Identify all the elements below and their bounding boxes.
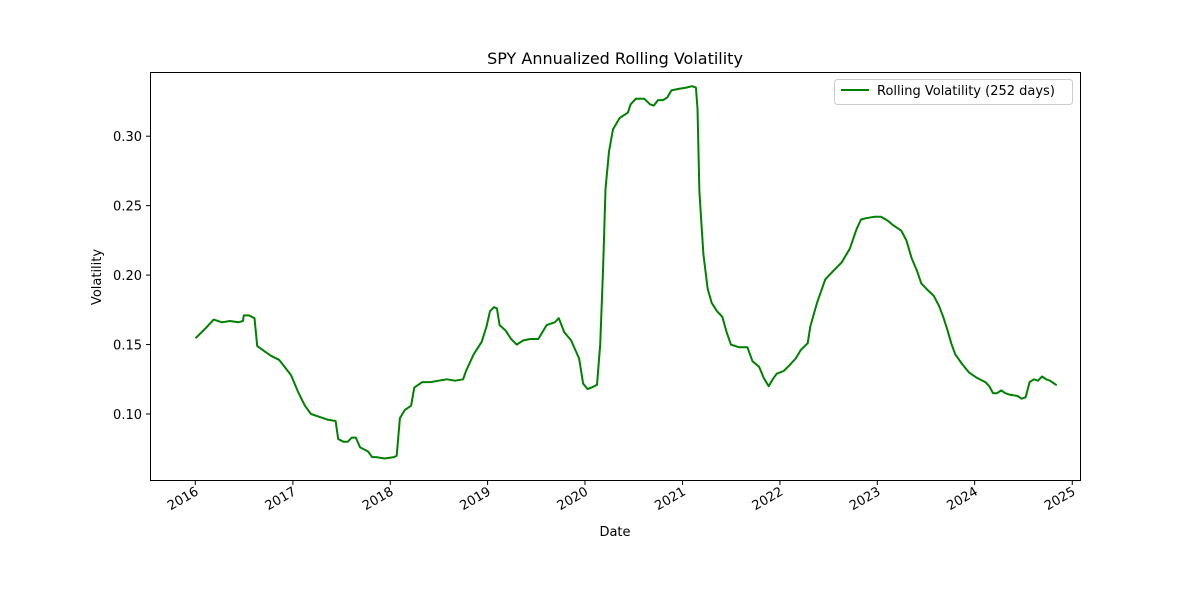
legend-box	[834, 79, 1073, 105]
y-axis: 0.10 0.15 0.20 0.25 0.30	[113, 130, 151, 423]
x-axis: 2016 2017 2018 2019 2020 2021 2022 2023 2024 2025	[165, 480, 1078, 514]
x-tick-label: 2019	[457, 484, 493, 514]
y-axis-label: Volatility	[90, 249, 105, 305]
x-tick-label: 2023	[847, 484, 883, 514]
chart-title: SPY Annualized Rolling Volatility	[487, 49, 743, 68]
x-tick-label: 2024	[944, 484, 980, 514]
x-tick-label: 2025	[1042, 484, 1078, 514]
series-line	[195, 85, 1057, 460]
y-tick-label: 0.25	[113, 200, 142, 215]
x-tick-label: 2021	[652, 484, 688, 514]
x-tick-label: 2017	[263, 484, 299, 514]
y-tick-label: 0.20	[113, 269, 142, 284]
y-tick-label: 0.10	[113, 408, 142, 423]
x-axis-label: Date	[599, 525, 630, 540]
axes-frame	[150, 72, 1081, 481]
y-tick-label: 0.30	[113, 130, 142, 145]
legend-label: Rolling Volatility (252 days)	[877, 84, 1055, 99]
x-tick-label: 2016	[165, 484, 201, 514]
legend: Rolling Volatility (252 days)	[834, 79, 1073, 105]
plot-area	[150, 72, 1081, 481]
y-tick-label: 0.15	[113, 339, 142, 354]
x-tick-label: 2022	[750, 484, 786, 514]
x-tick-label: 2020	[555, 484, 591, 514]
x-tick-label: 2018	[360, 484, 396, 514]
